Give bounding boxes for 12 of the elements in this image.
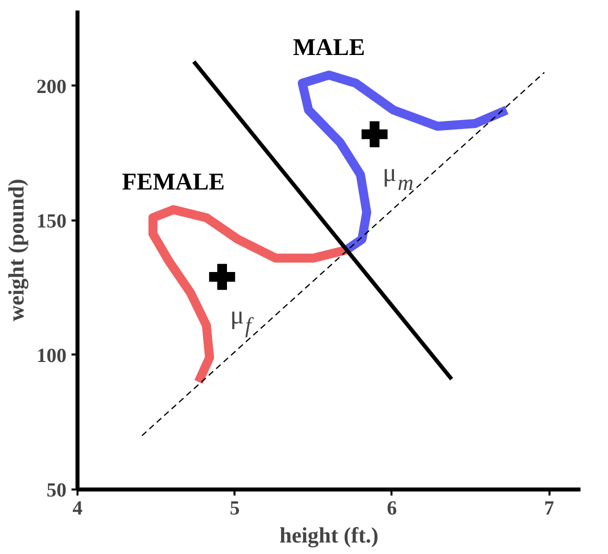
x-tick-label: 4 [72, 498, 82, 520]
x-tick-label: 6 [386, 498, 397, 520]
y-tick-label: 100 [36, 344, 66, 367]
x-tick-label: 7 [544, 498, 554, 520]
y-tick-label: 150 [36, 210, 66, 232]
x-tick-label: 5 [230, 498, 240, 520]
y-axis-title: weight (pound) [4, 178, 28, 322]
series-label: MALE [293, 35, 365, 62]
y-tick-label: 200 [36, 76, 66, 98]
x-axis-title: height (ft.) [280, 522, 378, 548]
y-tick-label: 50 [46, 480, 66, 502]
series-label: FEMALE [122, 170, 225, 196]
